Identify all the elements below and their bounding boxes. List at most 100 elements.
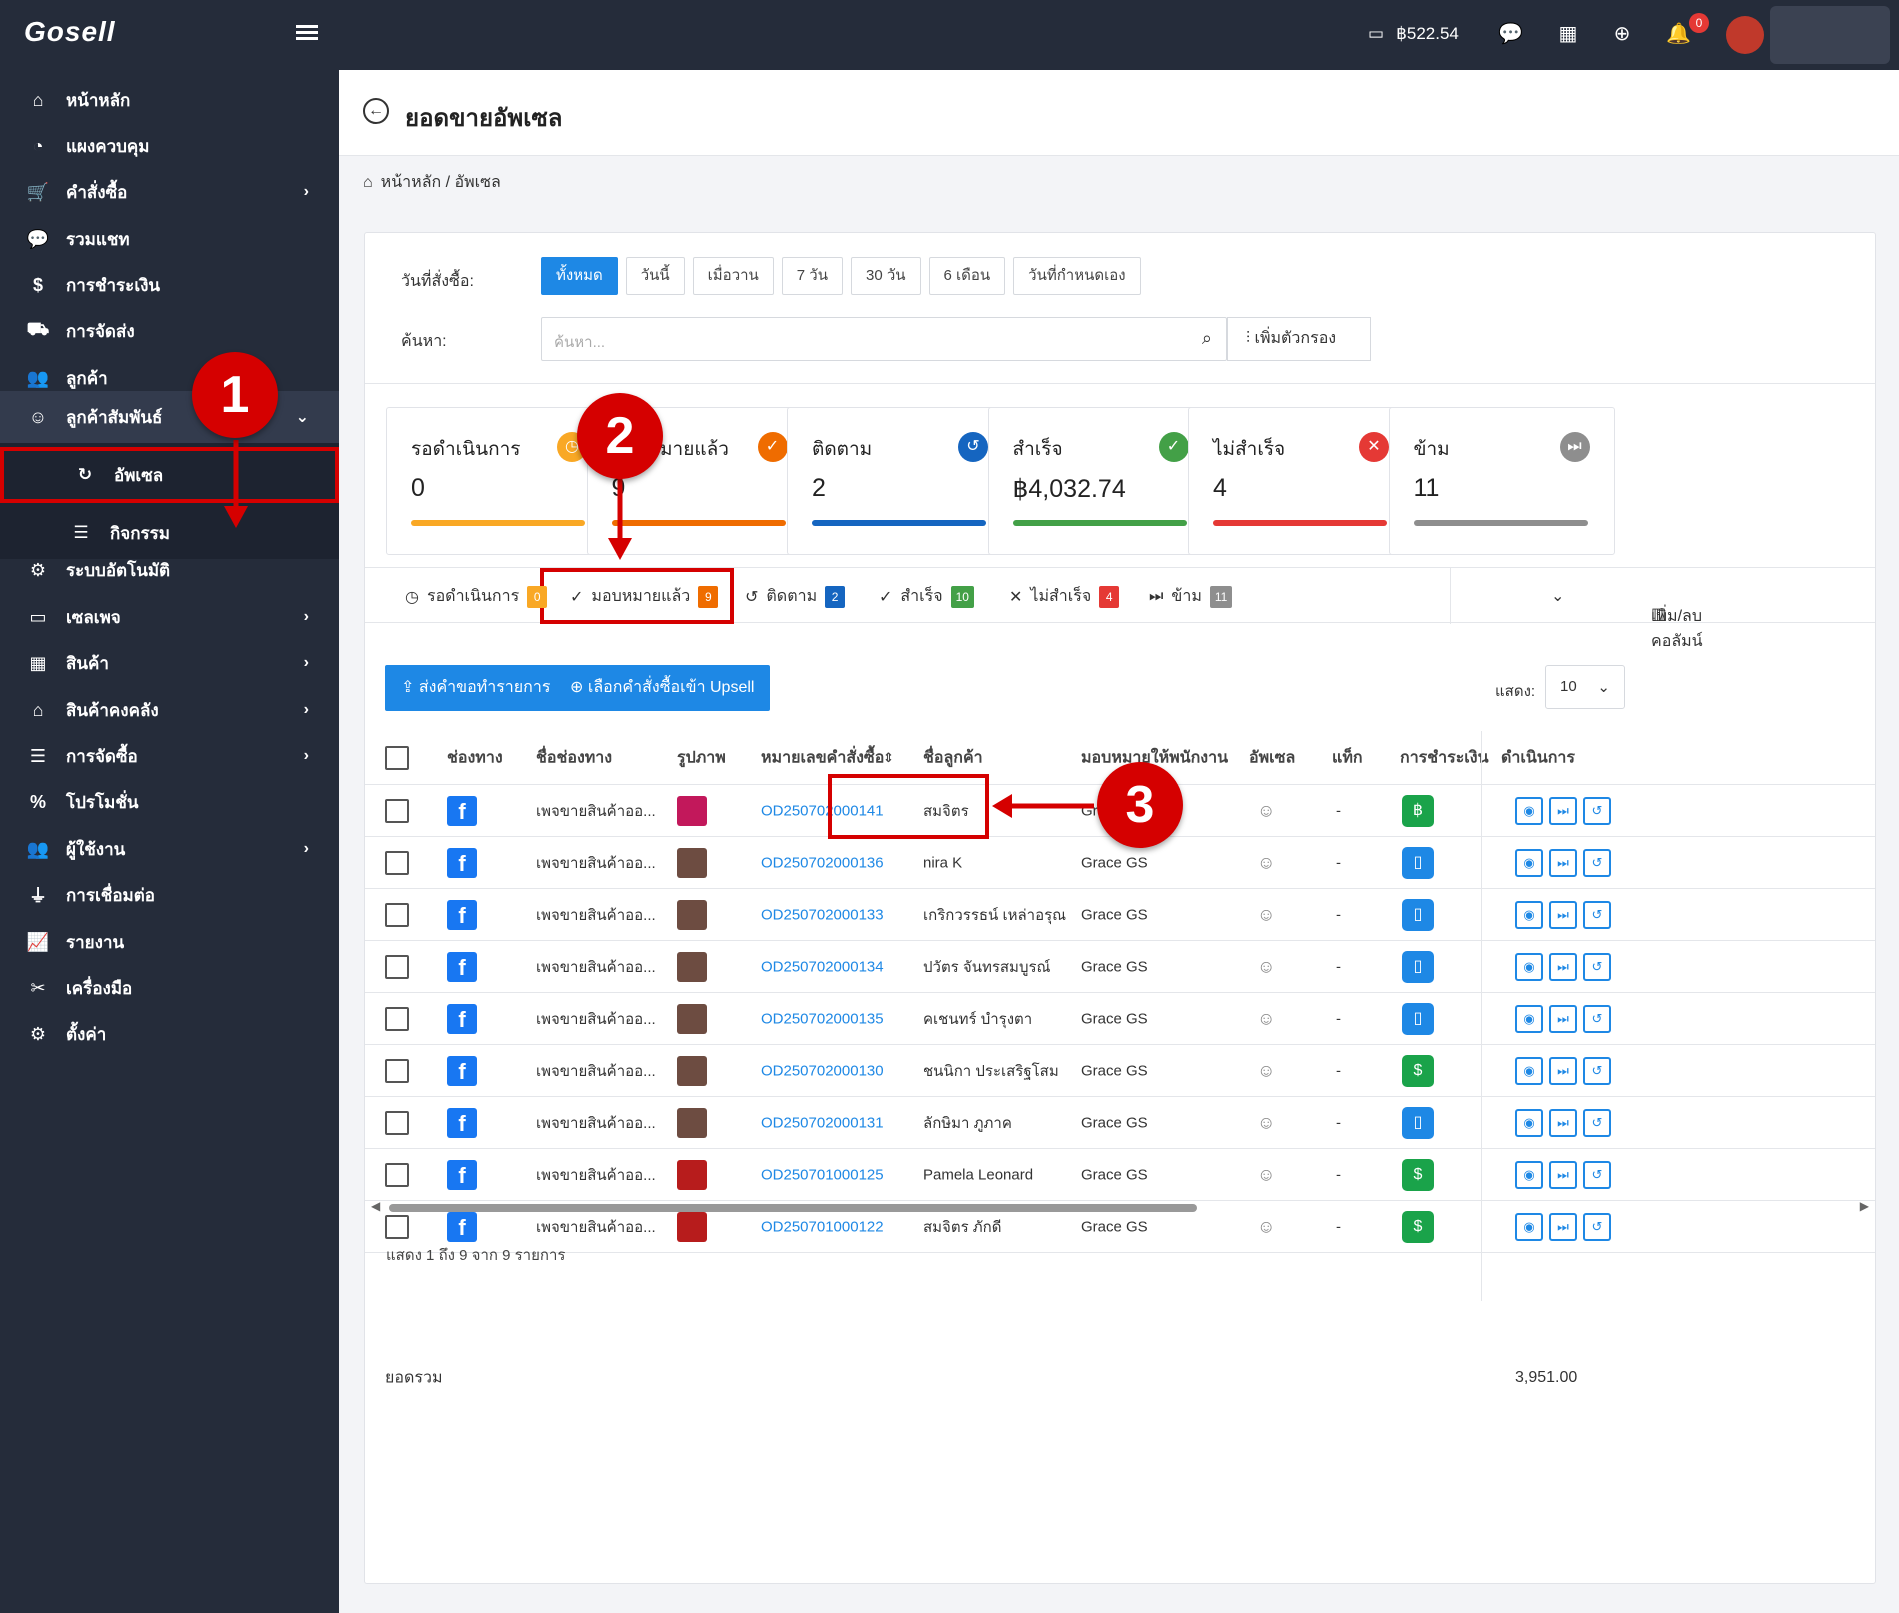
row-checkbox[interactable]	[385, 1162, 409, 1187]
sidebar-item-robot[interactable]: ⚙ ระบบอัตโนมัติ	[0, 544, 339, 596]
back-arrow-icon[interactable]: ←	[363, 98, 389, 124]
date-filter-option[interactable]: วันที่กำหนดเอง	[1013, 257, 1141, 295]
skip-icon[interactable]: ⏭	[1549, 952, 1577, 981]
tab-status[interactable]: ✕ ไม่สำเร็จ 4	[1009, 584, 1120, 609]
row-checkbox[interactable]	[385, 954, 409, 979]
date-filter-option[interactable]: เมื่อวาน	[692, 257, 774, 295]
undo-icon[interactable]: ↺	[1583, 1212, 1611, 1241]
column-header[interactable]: หมายเลขคำสั่งซื้อ	[761, 749, 885, 766]
select-all-checkbox[interactable]	[385, 745, 409, 770]
sidebar-item-chart[interactable]: 📈 รายงาน	[0, 916, 339, 968]
date-filter-option[interactable]: 30 วัน	[850, 257, 921, 295]
send-order-button[interactable]: ⇪ ส่งคำขอทำรายการ	[385, 665, 567, 711]
order-number-link[interactable]: OD250702000135	[761, 1010, 884, 1027]
row-checkbox[interactable]	[385, 1058, 409, 1083]
order-number-link[interactable]: OD250702000131	[761, 1114, 884, 1131]
order-number-link[interactable]: OD250702000133	[761, 906, 884, 923]
skip-icon[interactable]: ⏭	[1549, 796, 1577, 825]
tab-status[interactable]: ✓ สำเร็จ 10	[879, 584, 974, 609]
sidebar-item-crm[interactable]: ☺ ลูกค้าสัมพันธ์ ⌄	[0, 391, 339, 443]
view-eye-icon[interactable]: ◉	[1515, 952, 1543, 981]
columns-button[interactable]: ▥ เพิ่ม/ลบ คอลัมน์ ⌄	[1450, 568, 1875, 650]
date-filter-option[interactable]: ทั้งหมด	[541, 257, 618, 295]
sidebar-item-cart[interactable]: 🛒 คำสั่งซื้อ ›	[0, 166, 339, 218]
undo-icon[interactable]: ↺	[1583, 796, 1611, 825]
page-size-select[interactable]: 10 ⌄	[1545, 665, 1625, 709]
select-orders-button[interactable]: ⊕ เลือกคำสั่งซื้อเข้า Upsell	[554, 665, 771, 711]
view-eye-icon[interactable]: ◉	[1515, 900, 1543, 929]
stat-card[interactable]: ข้าม 11 ⏭	[1388, 407, 1615, 555]
skip-icon[interactable]: ⏭	[1549, 900, 1577, 929]
search-icon[interactable]: ⌕	[1201, 328, 1212, 348]
date-filter-option[interactable]: 6 เดือน	[928, 257, 1006, 295]
undo-icon[interactable]: ↺	[1583, 952, 1611, 981]
view-eye-icon[interactable]: ◉	[1515, 1160, 1543, 1189]
avatar[interactable]	[1726, 16, 1764, 54]
undo-icon[interactable]: ↺	[1583, 900, 1611, 929]
view-eye-icon[interactable]: ◉	[1515, 848, 1543, 877]
tab-status[interactable]: ✓ มอบหมายแล้ว 9	[570, 584, 719, 609]
order-number-link[interactable]: OD250702000141	[761, 802, 884, 819]
search-input[interactable]: ค้นหา... ⌕	[541, 317, 1227, 361]
undo-icon[interactable]: ↺	[1583, 1108, 1611, 1137]
menu-toggle-icon[interactable]	[296, 22, 318, 44]
undo-icon[interactable]: ↺	[1583, 1160, 1611, 1189]
add-icon[interactable]: ⊕	[1613, 23, 1631, 45]
scroll-thumb[interactable]	[389, 1204, 1197, 1212]
skip-icon[interactable]: ⏭	[1549, 1108, 1577, 1137]
date-filter-option[interactable]: วันนี้	[625, 257, 685, 295]
bell-icon[interactable]: 🔔	[1666, 23, 1691, 45]
sort-icon[interactable]: ⇕	[883, 749, 894, 765]
sidebar-item-user-group[interactable]: 👥 ผู้ใช้งาน ›	[0, 823, 339, 875]
tab-status[interactable]: ↺ ติดตาม 2	[745, 584, 846, 609]
order-number-link[interactable]: OD250701000122	[761, 1218, 884, 1235]
row-checkbox[interactable]	[385, 850, 409, 875]
view-eye-icon[interactable]: ◉	[1515, 1004, 1543, 1033]
sidebar-item-window[interactable]: ▭ เซลเพจ ›	[0, 591, 339, 643]
calculator-icon[interactable]: ▦	[1558, 23, 1578, 45]
sidebar-item-users[interactable]: 👥 ลูกค้า	[0, 352, 339, 404]
home-icon[interactable]: ⌂	[363, 173, 373, 191]
sidebar-item-percent[interactable]: % โปรโมชั่น	[0, 776, 339, 828]
sidebar-item-plug[interactable]: ⏚ การเชื่อมต่อ	[0, 869, 339, 921]
order-number-link[interactable]: OD250702000134	[761, 958, 884, 975]
horizontal-scrollbar[interactable]: ◀ ▶	[365, 1199, 1875, 1217]
chat-icon[interactable]: 💬	[1498, 23, 1523, 45]
order-number-link[interactable]: OD250702000136	[761, 854, 884, 871]
view-eye-icon[interactable]: ◉	[1515, 796, 1543, 825]
sidebar-item-truck[interactable]: ⛟ การจัดส่ง	[0, 305, 339, 357]
gosell-logo[interactable]: Gosell	[24, 16, 116, 47]
sidebar-item-dashboard[interactable]: ◔ แผงควบคุม	[0, 120, 339, 172]
row-checkbox[interactable]	[385, 798, 409, 823]
skip-icon[interactable]: ⏭	[1549, 1212, 1577, 1241]
undo-icon[interactable]: ↺	[1583, 1004, 1611, 1033]
view-eye-icon[interactable]: ◉	[1515, 1108, 1543, 1137]
stat-card[interactable]: รอดำเนินการ 0 ◷	[386, 407, 612, 555]
sidebar-item-gear[interactable]: ⚙ ตั้งค่า	[0, 1008, 339, 1060]
user-name-blurred[interactable]	[1770, 6, 1890, 64]
sidebar-item-upsell[interactable]: ↻ อัพเซล	[0, 447, 339, 503]
tab-status[interactable]: ⏭ ข้าม 11	[1149, 584, 1233, 609]
sidebar-item-boxes[interactable]: ▦ สินค้า ›	[0, 637, 339, 689]
sidebar-item-activity[interactable]: ☰ กิจกรรม	[0, 505, 339, 561]
stat-card[interactable]: ติดตาม 2 ↺	[787, 407, 1013, 555]
row-checkbox[interactable]	[385, 902, 409, 927]
add-filter-button[interactable]: ⫶ เพิ่มตัวกรอง	[1227, 317, 1371, 361]
sidebar-item-money-bag[interactable]: $ การชำระเงิน	[0, 259, 339, 311]
order-number-link[interactable]: OD250701000125	[761, 1166, 884, 1183]
sidebar-item-chat[interactable]: 💬 รวมแชท	[0, 213, 339, 265]
skip-icon[interactable]: ⏭	[1549, 1004, 1577, 1033]
sidebar-item-purchase[interactable]: ☰ การจัดซื้อ ›	[0, 730, 339, 782]
skip-icon[interactable]: ⏭	[1549, 1160, 1577, 1189]
wallet-balance[interactable]: ▭ ฿522.54	[1368, 24, 1459, 44]
undo-icon[interactable]: ↺	[1583, 1056, 1611, 1085]
skip-icon[interactable]: ⏭	[1549, 848, 1577, 877]
date-filter-option[interactable]: 7 วัน	[781, 257, 843, 295]
row-checkbox[interactable]	[385, 1110, 409, 1135]
sidebar-item-home[interactable]: ⌂ หน้าหลัก	[0, 74, 339, 126]
view-eye-icon[interactable]: ◉	[1515, 1056, 1543, 1085]
scroll-right-icon[interactable]: ▶	[1859, 1199, 1869, 1213]
row-checkbox[interactable]	[385, 1214, 409, 1239]
skip-icon[interactable]: ⏭	[1549, 1056, 1577, 1085]
view-eye-icon[interactable]: ◉	[1515, 1212, 1543, 1241]
